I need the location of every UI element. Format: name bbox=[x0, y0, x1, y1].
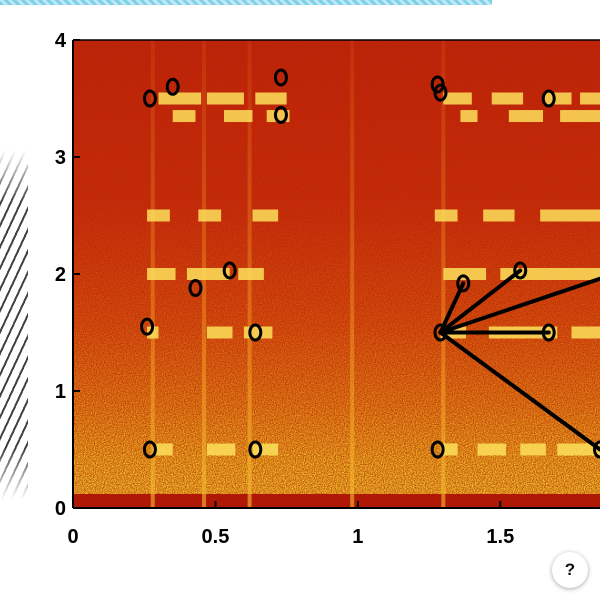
x-tick-label: 0 bbox=[67, 526, 78, 548]
harmonic-segment bbox=[224, 110, 252, 122]
harmonic-segment bbox=[147, 268, 175, 280]
x-tick-label: 1.5 bbox=[486, 526, 514, 548]
harmonic-segment bbox=[435, 210, 458, 222]
x-tick-label: 1 bbox=[352, 526, 363, 548]
y-tick-label: 3 bbox=[55, 147, 66, 169]
harmonic-segment bbox=[443, 268, 486, 280]
harmonic-segment bbox=[198, 210, 221, 222]
x-tick-label: 0.5 bbox=[202, 526, 230, 548]
harmonic-segment bbox=[520, 444, 546, 456]
harmonic-segment bbox=[207, 93, 244, 105]
harmonic-segment bbox=[207, 327, 233, 339]
harmonic-segment bbox=[483, 210, 514, 222]
harmonic-segment bbox=[443, 93, 471, 105]
harmonic-segment bbox=[572, 327, 600, 339]
y-tick-label: 2 bbox=[55, 264, 66, 286]
harmonic-segment bbox=[580, 93, 600, 105]
y-tick-label: 4 bbox=[55, 30, 67, 52]
harmonic-segment bbox=[560, 110, 600, 122]
harmonic-segment bbox=[543, 93, 571, 105]
harmonic-segment bbox=[478, 444, 506, 456]
vertical-streak bbox=[350, 40, 354, 508]
harmonic-segment bbox=[158, 93, 201, 105]
harmonic-segment bbox=[238, 268, 264, 280]
harmonic-segment bbox=[252, 444, 278, 456]
y-tick-label: 1 bbox=[55, 381, 66, 403]
harmonic-segment bbox=[460, 110, 477, 122]
harmonic-segment bbox=[147, 210, 170, 222]
harmonic-segment bbox=[509, 110, 543, 122]
help-button[interactable]: ? bbox=[552, 552, 588, 588]
harmonic-segment bbox=[207, 444, 235, 456]
harmonic-segment bbox=[252, 210, 278, 222]
y-tick-label: 0 bbox=[55, 498, 66, 520]
harmonic-segment bbox=[173, 110, 196, 122]
harmonic-segment bbox=[492, 93, 523, 105]
harmonic-segment bbox=[540, 210, 600, 222]
harmonic-segment bbox=[255, 93, 286, 105]
